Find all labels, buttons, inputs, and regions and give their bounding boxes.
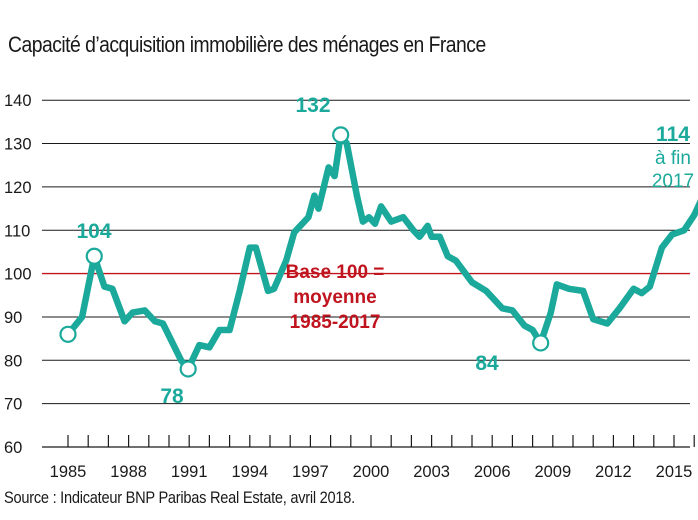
highlight-marker-start (59, 325, 77, 343)
y-tick-label-80: 80 (4, 352, 22, 370)
y-tick-label-130: 130 (4, 136, 32, 154)
y-tick-label-70: 70 (4, 396, 22, 414)
x-tick-label-2012: 2012 (595, 463, 632, 481)
label-132: 132 (295, 94, 330, 117)
highlight-marker-78 (179, 360, 197, 378)
y-tick-label-110: 110 (4, 222, 30, 240)
label-104: 104 (76, 220, 111, 243)
chart-title: Capacité d’acquisition immobilière des m… (8, 32, 486, 57)
x-tick-label-1997: 1997 (292, 463, 329, 481)
x-tick-label-1988: 1988 (110, 463, 147, 481)
y-tick-label-90: 90 (4, 309, 22, 327)
base-note-line-2: moyenne (293, 287, 376, 308)
series-line-0 (64, 131, 698, 373)
y-tick-label-120: 120 (4, 179, 32, 197)
base-note-line-1: Base 100 = (286, 262, 385, 283)
y-tick-label-60: 60 (4, 439, 22, 457)
x-tick-label-2006: 2006 (474, 463, 511, 481)
x-tick-label-1994: 1994 (231, 463, 268, 481)
annotation-labels: 104 78 132 84 114 à fin 2017 (76, 94, 694, 408)
base-note-line-3: 1985-2017 (290, 312, 381, 333)
label-84: 84 (475, 352, 499, 375)
label-114: 114 (656, 123, 690, 146)
x-tick-label-1991: 1991 (171, 463, 208, 481)
base-100-note: Base 100 = moyenne 1985-2017 (286, 262, 385, 333)
highlight-marker-104 (85, 247, 103, 265)
y-tick-label-100: 100 (4, 266, 32, 284)
x-tick-label-2003: 2003 (413, 463, 450, 481)
x-tick-label-2000: 2000 (353, 463, 390, 481)
x-tick-label-1985: 1985 (50, 463, 87, 481)
series-lines (64, 131, 698, 373)
source-note: Source : Indicateur BNP Paribas Real Est… (4, 488, 355, 507)
x-axis-ticks: 1985 1988 1991 1994 1997 2000 2003 2006 2009 2012… (50, 435, 695, 481)
label-78: 78 (160, 385, 184, 408)
label-a-fin: à fin (655, 148, 691, 169)
highlight-marker-84 (532, 334, 550, 352)
label-2017: 2017 (652, 171, 694, 192)
y-tick-label-140: 140 (4, 92, 32, 110)
highlight-marker-132 (332, 126, 350, 144)
gridlines (42, 99, 690, 405)
y-axis-ticks: 70 80 90 100 110 120 130 140 60 (4, 92, 32, 457)
highlight-markers (59, 126, 550, 378)
x-tick-label-2009: 2009 (534, 463, 571, 481)
x-tick-label-2015: 2015 (656, 463, 693, 481)
